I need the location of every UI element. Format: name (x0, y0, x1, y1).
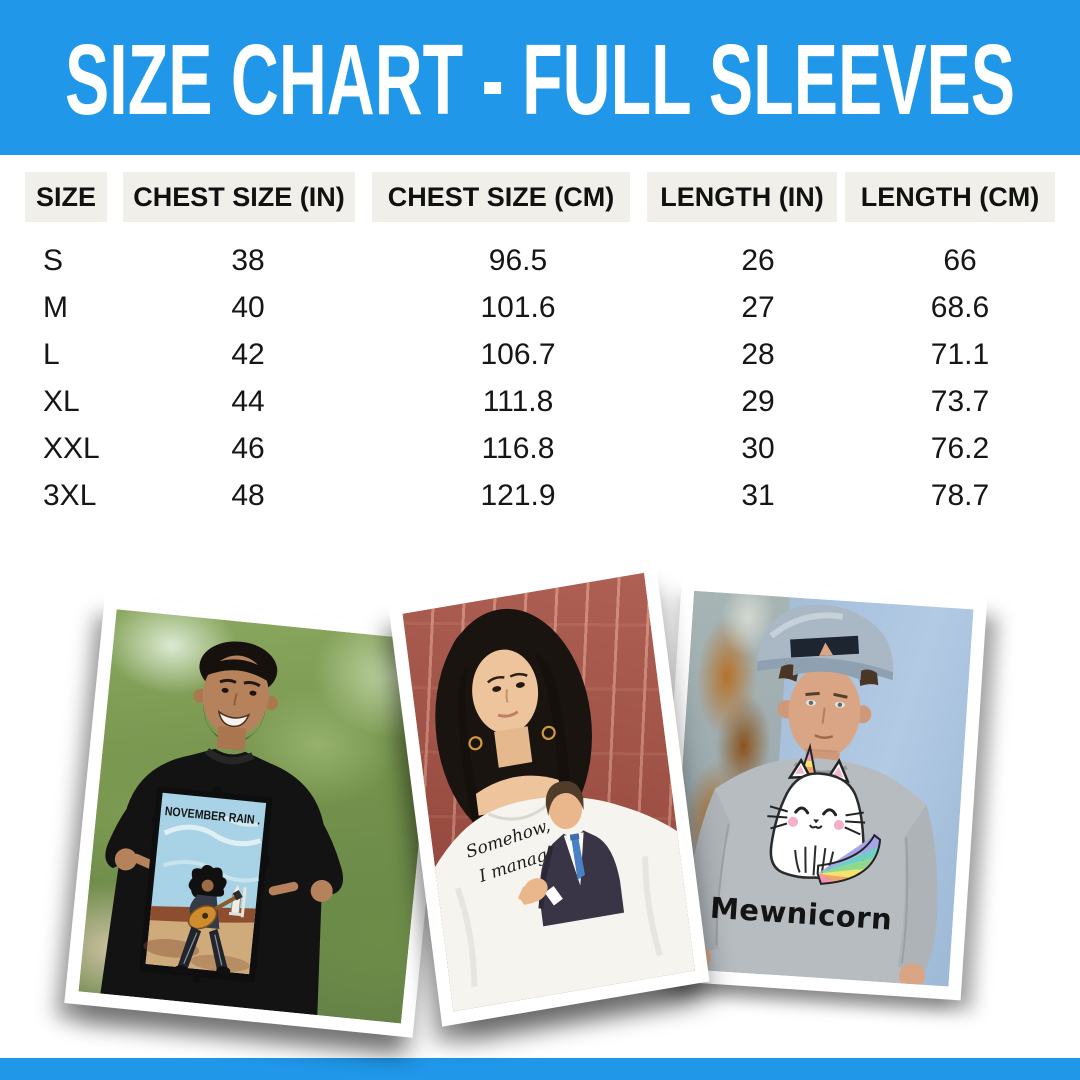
length-cm-value: 68.6 (930, 291, 990, 324)
photo-white-full-sleeve-tee: Somehow, I manage (388, 557, 710, 1027)
table-row: XXL 46 116.8 30 76.2 (0, 425, 1080, 472)
length-cm-value: 66 (943, 244, 977, 277)
chest-in-value: 38 (231, 244, 265, 277)
column-header-chest-cm: CHEST SIZE (CM) (372, 172, 630, 222)
model-artwork-grey-tee (684, 604, 938, 987)
chest-cm-value: 106.7 (480, 338, 556, 371)
table-row: S 38 96.5 26 66 (0, 237, 1080, 284)
photo-black-full-sleeve-tee: NOVEMBER RAIN . (64, 595, 454, 1038)
table-row: 3XL 48 121.9 31 78.7 (0, 472, 1080, 519)
november-rain-print: NOVEMBER RAIN . (138, 786, 273, 983)
size-label: S (43, 244, 64, 277)
column-header-length-in: LENGTH (IN) (647, 172, 837, 222)
length-cm-value: 71.1 (930, 338, 990, 371)
length-cm-value: 78.7 (930, 479, 990, 512)
table-row: M 40 101.6 27 68.6 (0, 284, 1080, 331)
guitarist-art (174, 864, 243, 975)
size-label: XL (43, 385, 80, 418)
chest-in-value: 42 (231, 338, 265, 371)
model-artwork-white-tee: Somehow, I manage (433, 608, 695, 1012)
table-row: XL 44 111.8 29 73.7 (0, 378, 1080, 425)
top-banner: SIZE CHART - FULL SLEEVES (0, 0, 1080, 155)
chest-cm-value: 96.5 (488, 244, 548, 277)
table-row: L 42 106.7 28 71.1 (0, 331, 1080, 378)
chest-cm-value: 116.8 (481, 432, 555, 465)
chest-in-value: 46 (231, 432, 265, 465)
size-label: L (43, 338, 60, 371)
size-label: 3XL (43, 479, 97, 512)
length-cm-value: 76.2 (930, 432, 990, 465)
chest-in-value: 48 (231, 479, 265, 512)
length-in-value: 30 (741, 432, 775, 465)
length-in-value: 28 (741, 338, 775, 371)
size-label: M (43, 291, 68, 324)
length-in-value: 29 (741, 385, 775, 418)
size-label: XXL (43, 432, 100, 465)
chest-in-value: 40 (231, 291, 265, 324)
column-header-chest-in: CHEST SIZE (IN) (123, 172, 355, 222)
title-graphic: SIZE CHART - FULL SLEEVES (65, 24, 1015, 136)
model-artwork-black-tee: NOVEMBER RAIN . (100, 641, 344, 1016)
column-header-size: SIZE (25, 172, 107, 222)
photo-grey-full-sleeve-tee: Mewnicorn (655, 577, 988, 1001)
bottom-banner (0, 1058, 1080, 1080)
length-cm-value: 73.7 (930, 385, 990, 418)
length-in-value: 27 (741, 291, 775, 324)
chest-cm-value: 121.9 (480, 479, 556, 512)
page-title: SIZE CHART - FULL SLEEVES (65, 24, 1015, 136)
column-header-length-cm: LENGTH (CM) (845, 172, 1055, 222)
chest-cm-value: 101.6 (480, 291, 556, 324)
chest-cm-value: 111.8 (482, 385, 554, 418)
chest-in-value: 44 (231, 385, 265, 418)
rainbow-tail (816, 833, 882, 885)
somehow-i-manage-print: Somehow, I manage (464, 780, 625, 927)
length-in-value: 31 (741, 479, 775, 512)
mewnicorn-print (767, 742, 882, 885)
length-in-value: 26 (741, 244, 775, 277)
